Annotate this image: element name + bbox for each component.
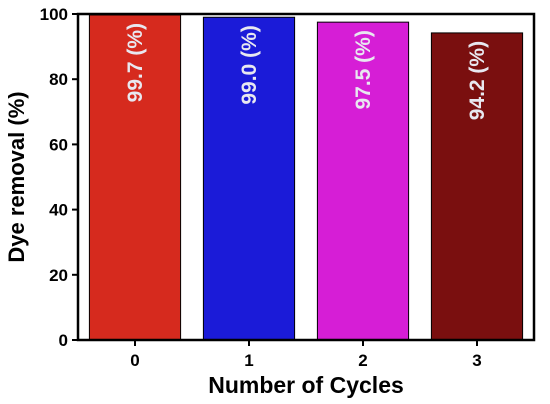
x-tick-label: 0	[130, 351, 139, 370]
x-axis-title: Number of Cycles	[208, 372, 404, 398]
bar-data-label: 99.7 (%)	[124, 23, 147, 102]
y-tick-label: 100	[40, 5, 68, 24]
y-axis-title: Dye removal (%)	[4, 91, 29, 262]
bar-data-label: 97.5 (%)	[352, 30, 375, 109]
y-tick-label: 60	[49, 135, 68, 154]
plot-frame	[76, 12, 536, 342]
bar-cycle-0	[88, 14, 182, 341]
bar-cycle-1	[202, 16, 296, 341]
y-tick-label: 0	[59, 331, 68, 350]
y-tick-label: 20	[49, 266, 68, 285]
x-tick-label: 1	[244, 351, 253, 370]
y-tick-label: 80	[49, 70, 68, 89]
y-tick-label: 40	[49, 201, 68, 220]
bars-group: 99.7 (%) 99.0 (%) 97.5 (%) 94.2 (%)	[88, 14, 524, 341]
bar-cycle-2	[316, 21, 410, 341]
x-tick-label: 2	[358, 351, 367, 370]
bar-data-label: 99.0 (%)	[238, 25, 261, 104]
bar-cycle-3	[430, 32, 524, 341]
bar-data-label: 94.2 (%)	[466, 41, 489, 120]
x-tick-label: 3	[472, 351, 481, 370]
ticks-group: 0 20 40 60 80 100 0 1 2 3	[40, 5, 482, 370]
